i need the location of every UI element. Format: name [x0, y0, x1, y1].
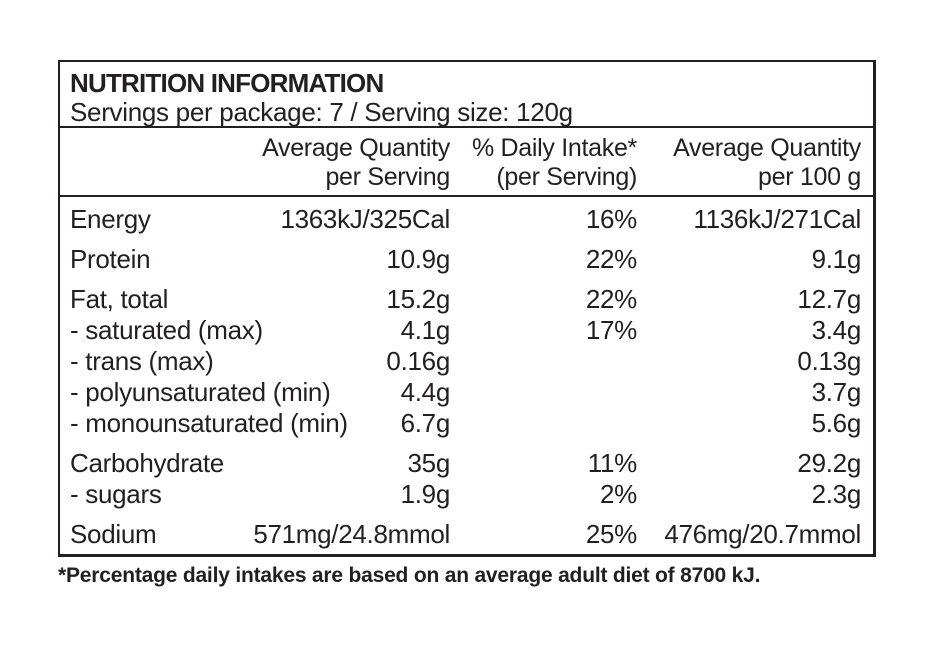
value-daily-intake: 22%: [585, 284, 637, 314]
value-per-serving: 6.7g: [400, 408, 451, 438]
row-fat-total: Fat, total 15.2g 22% 12.7g: [60, 284, 873, 315]
value-per-100g: 29.2g: [797, 448, 861, 478]
value-per-serving: 4.4g: [400, 377, 451, 407]
column-header-line: Average Quantity: [673, 134, 861, 162]
value-daily-intake: 11%: [587, 448, 638, 478]
serving-info: Servings per package: 7 / Serving size: …: [70, 97, 573, 127]
value-daily-intake: 22%: [585, 244, 637, 274]
nutrient-name: Protein: [70, 244, 151, 274]
value-per-100g: 1136kJ/271Cal: [693, 204, 861, 234]
value-daily-intake: 17%: [585, 315, 637, 345]
row-protein: Protein 10.9g 22% 9.1g: [60, 244, 873, 275]
nutrient-name: - sugars: [70, 479, 162, 509]
column-header-line: % Daily Intake*: [471, 134, 637, 162]
value-daily-intake: 25%: [585, 519, 637, 549]
column-header-line: (per Serving): [496, 163, 637, 191]
value-per-100g: 3.7g: [811, 377, 862, 407]
value-per-100g: 9.1g: [811, 244, 862, 274]
value-per-100g: 2.3g: [811, 479, 862, 509]
nutrient-name: Sodium: [70, 519, 157, 549]
row-energy: Energy 1363kJ/325Cal 16% 1136kJ/271Cal: [60, 204, 873, 235]
nutrient-name: - saturated (max): [70, 315, 263, 345]
row-polyunsaturated: - polyunsaturated (min) 4.4g 3.7g: [60, 377, 873, 408]
nutrient-name: Energy: [70, 204, 151, 234]
value-per-serving: 571mg/24.8mmol: [253, 519, 450, 549]
column-header-daily-intake: % Daily Intake* (per Serving): [472, 134, 637, 192]
value-per-100g: 5.6g: [811, 408, 862, 438]
nutrition-panel: NUTRITION INFORMATION Servings per packa…: [58, 60, 876, 557]
value-per-serving: 1363kJ/325Cal: [280, 204, 450, 234]
row-sugars: - sugars 1.9g 2% 2.3g: [60, 479, 873, 510]
value-per-serving: 15.2g: [386, 284, 450, 314]
value-per-serving: 1.9g: [400, 479, 451, 509]
value-per-100g: 12.7g: [797, 284, 861, 314]
nutrient-name: Carbohydrate: [70, 448, 224, 478]
column-header-line: Average Quantity: [262, 134, 450, 162]
column-headers: Average Quantity per Serving % Daily Int…: [60, 128, 873, 197]
nutrient-name: - monounsaturated (min): [70, 408, 348, 438]
row-trans: - trans (max) 0.16g 0.13g: [60, 346, 873, 377]
value-per-serving: 35g: [407, 448, 451, 478]
row-saturated: - saturated (max) 4.1g 17% 3.4g: [60, 315, 873, 346]
daily-intake-footnote: *Percentage daily intakes are based on a…: [58, 564, 761, 587]
value-daily-intake: 16%: [585, 204, 637, 234]
panel-title: NUTRITION INFORMATION: [70, 68, 384, 98]
row-sodium: Sodium 571mg/24.8mmol 25% 476mg/20.7mmol: [60, 519, 873, 550]
row-carbohydrate: Carbohydrate 35g 11% 29.2g: [60, 448, 873, 479]
column-header-per-serving: Average Quantity per Serving: [262, 134, 450, 192]
panel-header: NUTRITION INFORMATION Servings per packa…: [60, 62, 873, 128]
value-per-serving: 10.9g: [386, 244, 450, 274]
column-header-line: per Serving: [325, 163, 450, 191]
value-per-serving: 4.1g: [400, 315, 451, 345]
nutrient-name: Fat, total: [70, 284, 169, 314]
column-header-line: per 100 g: [758, 163, 861, 191]
value-per-100g: 476mg/20.7mmol: [664, 519, 861, 549]
value-per-100g: 0.13g: [797, 346, 861, 376]
nutrient-name: - polyunsaturated (min): [70, 377, 331, 407]
column-header-per-100g: Average Quantity per 100 g: [673, 134, 861, 192]
row-monounsaturated: - monounsaturated (min) 6.7g 5.6g: [60, 408, 873, 439]
value-per-serving: 0.16g: [386, 346, 450, 376]
nutrient-name: - trans (max): [70, 346, 214, 376]
value-per-100g: 3.4g: [811, 315, 862, 345]
nutrient-table: Energy 1363kJ/325Cal 16% 1136kJ/271Cal P…: [60, 197, 873, 550]
value-daily-intake: 2%: [600, 479, 637, 509]
